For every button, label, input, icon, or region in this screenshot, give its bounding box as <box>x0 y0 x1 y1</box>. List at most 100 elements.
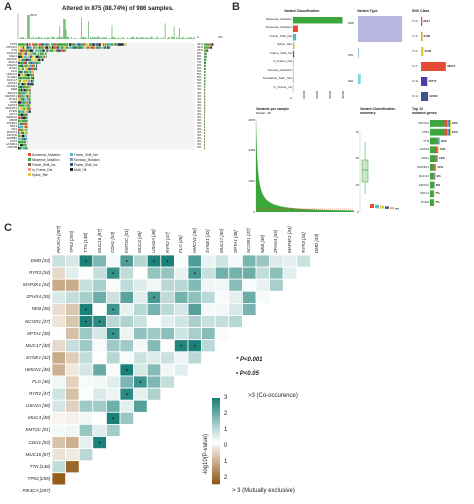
oncoplot-cell <box>22 67 25 71</box>
oncoplot-cell <box>63 46 66 49</box>
legend-tick: 3 <box>224 395 228 401</box>
oncoplot-cell <box>43 55 46 58</box>
tmb-bar <box>37 36 39 39</box>
legend-label: Multi_Hit <box>74 167 87 172</box>
oncoplot-cell <box>24 64 28 68</box>
oncoplot-cell <box>18 122 20 126</box>
interaction-cell <box>160 363 175 377</box>
interaction-cell <box>51 472 67 486</box>
interaction-cell <box>282 254 298 268</box>
tmb-bar <box>145 37 146 39</box>
gene-pct-huwe1: 3% <box>197 142 202 147</box>
oncoplot-cell <box>123 43 127 46</box>
legend-gradient <box>212 466 220 470</box>
gene-pct-spta1: 5% <box>197 81 202 86</box>
oncoplot-cell <box>98 43 101 46</box>
oncoplot-cell <box>22 79 26 83</box>
oncoplot <box>17 14 214 176</box>
side-bar <box>204 144 205 147</box>
oncoplot-cell <box>18 86 20 89</box>
oncoplot-cell <box>109 43 111 46</box>
oncoplot-cell <box>22 104 25 107</box>
sig-dot <box>153 260 155 262</box>
oncoplot-cell <box>34 58 37 61</box>
tmb-bar <box>62 36 63 39</box>
interaction-cell <box>106 278 121 292</box>
oncoplot-cell <box>20 110 24 113</box>
tmb-bar <box>95 37 97 39</box>
oncoplot-cell <box>61 49 65 52</box>
oncoplot-cell <box>26 55 28 58</box>
legend-gradient <box>212 421 220 425</box>
oncoplot-cell <box>45 49 47 52</box>
oncoplot-cell <box>18 89 21 92</box>
legend-label: Missense_Mutation <box>32 157 60 162</box>
oncoplot-cell <box>29 55 32 58</box>
oncoplot-cell <box>102 46 105 49</box>
gene-pct-muc4: 7% <box>197 60 202 64</box>
legend-gradient <box>212 434 220 437</box>
oncoplot-cell <box>29 104 31 107</box>
tmb-bar <box>186 38 187 39</box>
tmb-bar <box>97 36 98 39</box>
tmb-bar <box>113 37 115 39</box>
oncoplot-cell <box>27 67 31 71</box>
box-other <box>385 206 389 209</box>
oncoplot-cell <box>107 43 109 46</box>
oncoplot-cell <box>47 43 48 46</box>
tmb-bar <box>35 38 36 39</box>
interaction-cell <box>146 363 162 377</box>
legend-gradient <box>212 460 220 463</box>
oncoplot-cell <box>22 73 25 77</box>
vc-label-missense_mutation: Missense_Mutation <box>266 16 292 21</box>
gene-pct-pik3r1: 3% <box>197 121 202 125</box>
oncoplot-cell <box>57 46 60 49</box>
oncoplot-cell <box>21 125 24 129</box>
sig-dot <box>126 369 128 371</box>
sig-dot <box>85 260 87 262</box>
row-label: DMD [33] <box>30 258 50 263</box>
oncoplot-cell <box>21 82 24 86</box>
oncoplot-cell <box>20 113 24 116</box>
tmb-bar <box>168 37 169 39</box>
tmb-bar <box>154 38 156 39</box>
oncoplot-cell <box>18 52 20 55</box>
interaction-cell <box>269 278 284 292</box>
vt-title: Variant Type <box>357 9 378 13</box>
interaction-cell <box>173 254 189 268</box>
oncoplot-cell <box>18 49 20 52</box>
tmb-bar <box>91 37 92 39</box>
sig-dot <box>85 308 87 311</box>
tmb-bar <box>125 38 126 39</box>
oncoplot-cell <box>28 79 30 83</box>
legend-gradient <box>212 423 220 427</box>
top10-bar <box>436 137 439 145</box>
interaction-cell <box>201 315 216 329</box>
vcs-ytick: 75 <box>355 129 359 134</box>
interaction-cell <box>92 363 107 377</box>
oncoplot-cell <box>28 101 31 104</box>
oncoplot-cell <box>42 49 45 52</box>
interaction-cell <box>51 278 67 292</box>
interaction-cell <box>133 327 148 341</box>
oncoplot-cell <box>29 43 31 46</box>
oncoplot-cell <box>44 52 47 55</box>
legend-swatch <box>28 158 31 161</box>
tmb-bar <box>148 38 150 39</box>
interaction-cell <box>78 436 94 450</box>
tmb-bar <box>74 38 76 39</box>
vps-area <box>256 120 354 212</box>
oncoplot-cell <box>106 46 109 49</box>
gene-pct-tbx3: 3% <box>197 124 202 129</box>
sig-dot <box>112 332 114 335</box>
oncoplot-cell <box>91 46 95 49</box>
tmb-bar <box>185 38 187 39</box>
tmb-bar <box>40 37 42 39</box>
oncoplot-cell <box>20 82 22 86</box>
tmb-bar <box>47 36 49 39</box>
snv-value: 2127 <box>423 19 430 23</box>
top10-bar <box>430 128 445 136</box>
tmb-bar <box>178 37 179 39</box>
side-bar <box>208 46 211 49</box>
oncoplot-cell <box>68 43 72 46</box>
